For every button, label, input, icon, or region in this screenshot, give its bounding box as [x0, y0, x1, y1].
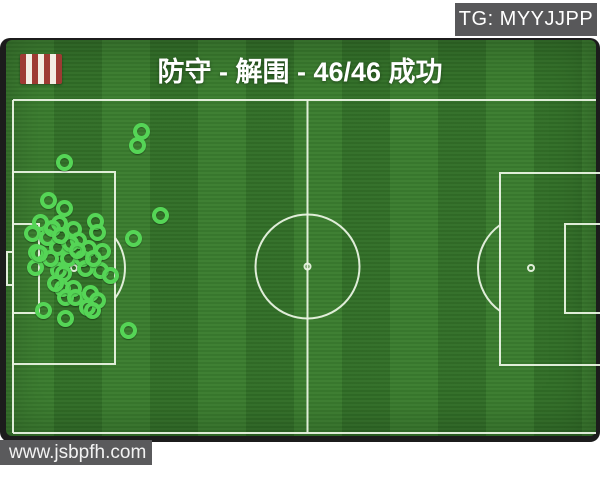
team-badge	[20, 54, 62, 84]
site-watermark-label: www.jsbpfh.com	[9, 441, 147, 463]
tg-tag-label: TG: MYYJJPP	[458, 8, 594, 30]
tg-tag-badge: TG: MYYJJPP	[455, 3, 597, 36]
site-watermark: www.jsbpfh.com	[0, 440, 152, 465]
page-title: 防守 - 解围 - 46/46 成功	[157, 57, 443, 87]
football-pitch	[6, 40, 596, 436]
pitch-frame	[0, 38, 600, 442]
